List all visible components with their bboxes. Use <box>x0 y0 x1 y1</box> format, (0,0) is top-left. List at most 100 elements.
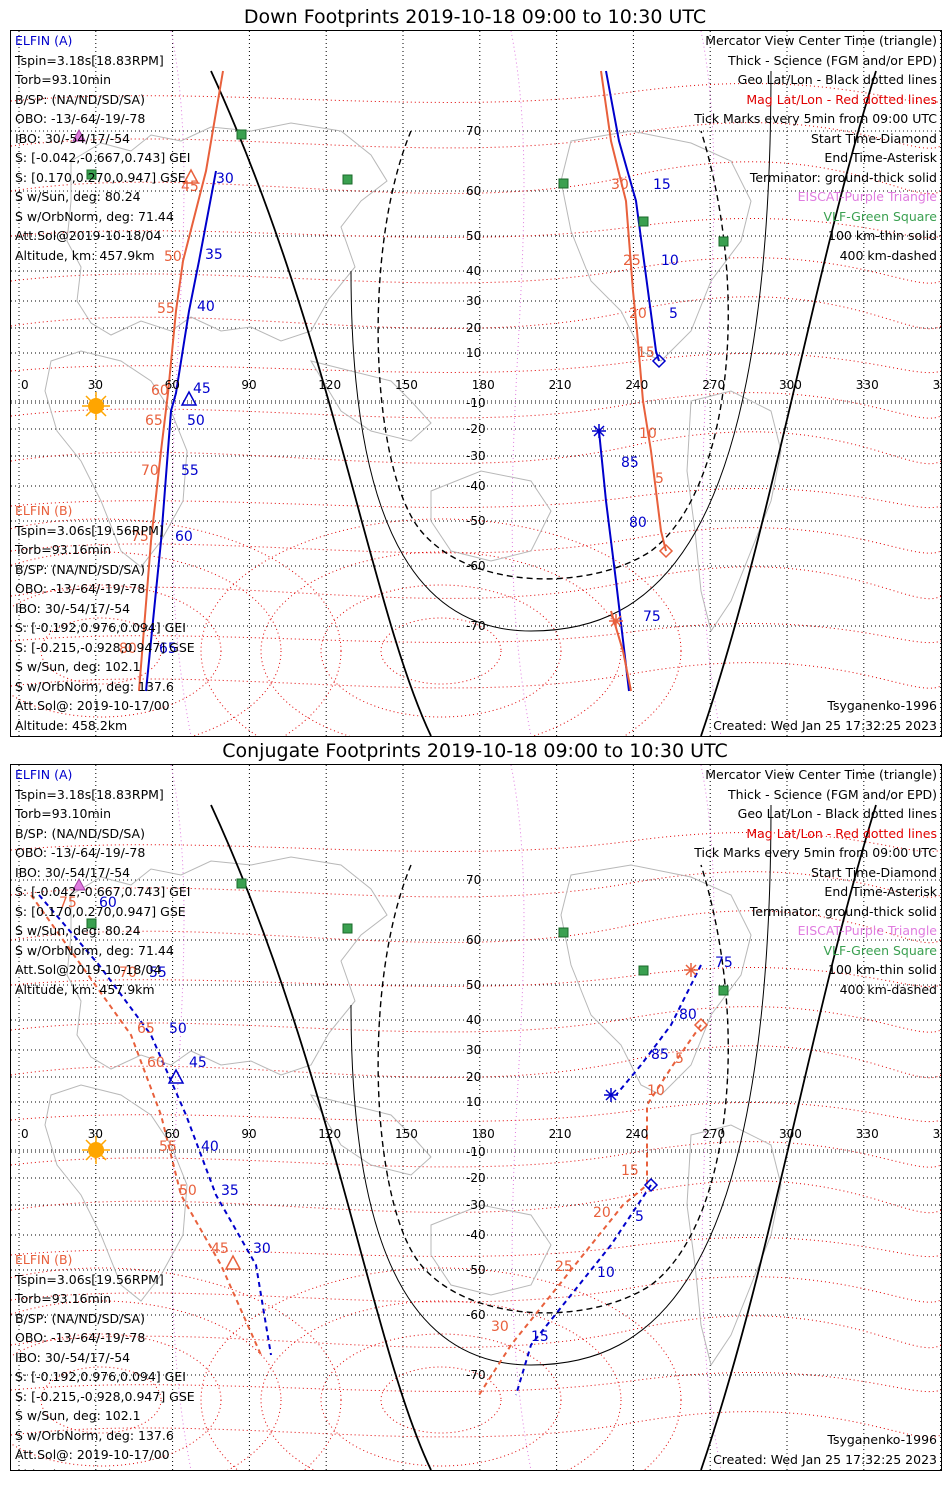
eiscat-triangle-icon <box>72 877 86 891</box>
lat-tick-label: 60 <box>466 933 481 947</box>
elfin-a-tick-label: 40 <box>201 1139 219 1155</box>
elfin-b-tick-label: 20 <box>629 306 647 322</box>
lon-tick-label: 90 <box>241 1127 256 1141</box>
satellite-tracks <box>138 70 674 692</box>
lon-tick-label: 90 <box>241 378 256 392</box>
legend-mag: Mag Lat/Lon - Red dotted lines <box>746 825 937 841</box>
legend-vlf: VLF-Green Square <box>823 942 937 958</box>
elfin-b-tick-label: 10 <box>647 1083 665 1099</box>
legend-eiscat: EISCAT-Purple Triangle <box>797 189 937 204</box>
elfin-a-tick-label: 30 <box>253 1241 271 1257</box>
panel-title: Down Footprints 2019-10-18 09:00 to 10:3… <box>243 6 707 28</box>
elfin-a-tick-label: 45 <box>189 1055 207 1071</box>
legend: Mercator View Center Time (triangle) Thi… <box>694 765 937 999</box>
elfin-b-tick-label: 45 <box>211 1241 229 1257</box>
elfin-b-param-line: Altitude: 458.2km <box>15 717 128 733</box>
elfin-b-param-line: S: [-0.215,-0.928,0.947] GSE <box>15 639 195 655</box>
elfin-b-param-line: Att.Sol@: 2019-10-17/00 <box>15 1447 170 1462</box>
lat-tick-label: -70 <box>466 1368 486 1382</box>
elfin-a-tick-label: 45 <box>193 381 211 397</box>
elfin-a-param-line: IBO: 30/-54/17/-54 <box>15 130 131 146</box>
elfin-b-param-line: Att.Sol@: 2019-10-17/00 <box>15 698 170 713</box>
elfin-b-info: ELFIN (B) Tspin=3.06s[19.56RPM] Torb=93.1… <box>15 501 195 735</box>
elfin-b-param-line: S w/OrbNorm, deg: 137.6 <box>15 678 174 694</box>
elfin-a-info: ELFIN (A) Tspin=3.18s[18.83RPM] Torb=93.1… <box>15 765 190 999</box>
geo-grid <box>11 765 941 1470</box>
lon-tick-label: 270 <box>702 1127 725 1141</box>
elfin-b-tick-label: 15 <box>637 345 655 361</box>
elfin-a-tick-label: 75 <box>715 955 733 971</box>
elfin-a-tick-label: 35 <box>221 1183 239 1199</box>
map-canvas: 0 30 60 90 120 150 180 210 240 270 300 330 360 70 60 50… <box>11 31 941 736</box>
elfin-a-track-east <box>615 964 702 1096</box>
elfin-b-track-east <box>478 1024 702 1396</box>
end-asterisk-icon <box>604 1088 618 1102</box>
elfin-b-tick-label: 10 <box>639 426 657 442</box>
elfin-a-tick-label: 55 <box>181 463 199 479</box>
elfin-a-param-line: Att.Sol@2019-10-18/04 <box>15 228 162 243</box>
lat-tick-label: 10 <box>466 346 481 360</box>
lat-tick-label: 40 <box>466 1013 481 1027</box>
end-asterisk-icon <box>684 963 698 977</box>
elfin-a-track-west <box>38 894 272 1356</box>
lat-tick-label: 50 <box>466 978 481 992</box>
footer-right: Tsyganenko-1996 Created: Wed Jan 25 17:3… <box>713 1430 937 1469</box>
legend-ticks: Tick Marks every 5min from 09:00 UTC <box>694 111 937 126</box>
elfin-b-param-line: OBO: -13/-64/-19/-78 <box>15 1330 146 1345</box>
elfin-a-info: ELFIN (A) Tspin=3.18s[18.83RPM] Torb=93.1… <box>15 31 190 265</box>
lat-tick-label: 20 <box>466 1070 481 1084</box>
elfin-b-tick-label: 60 <box>147 1055 165 1071</box>
elfin-b-tick-label: 30 <box>491 1319 509 1335</box>
elfin-b-param-line: Tspin=3.06s[19.56RPM] <box>15 522 164 538</box>
legend-100km: 100 km-thin solid <box>828 962 937 977</box>
lat-tick-label: -30 <box>466 1198 486 1212</box>
mag-grid <box>11 31 941 736</box>
legend-center-time: Mercator View Center Time (triangle) <box>705 767 937 782</box>
panel-title: Conjugate Footprints 2019-10-18 09:00 to… <box>222 740 728 762</box>
elfin-b-param-line: OBO: -13/-64/-19/-78 <box>15 581 146 596</box>
elfin-b-tick-label: 70 <box>119 965 137 981</box>
axis-labels: 0 30 60 90 120 150 180 210 240 270 300 330 360 70 60 50… <box>21 873 941 1382</box>
vlf-square-icon <box>718 985 729 996</box>
lon-tick-label: 150 <box>395 378 418 392</box>
vlf-stations <box>72 128 729 247</box>
elfin-a-param-line: Altitude, km: 457.9km <box>15 981 155 997</box>
elfin-a-track-south <box>515 1184 652 1396</box>
elfin-b-tick-label: 45 <box>181 179 199 195</box>
elfin-a-tick-label: 65 <box>159 641 177 657</box>
elfin-a-param-line: Tspin=3.18s[18.83RPM] <box>15 786 164 802</box>
lat-tick-label: -10 <box>466 1145 486 1159</box>
elfin-b-tick-label: 55 <box>157 301 175 317</box>
elfin-b-param-line: Tspin=3.06s[19.56RPM] <box>15 1271 164 1287</box>
elfin-b-track-east <box>600 70 667 552</box>
sun-icon <box>82 1136 110 1164</box>
elfin-b-param-line: S w/OrbNorm, deg: 137.6 <box>15 1427 174 1443</box>
lon-tick-label: 120 <box>318 1127 341 1141</box>
elfin-b-tick-label: 70 <box>141 463 159 479</box>
lat-tick-label: 30 <box>466 1043 481 1057</box>
elfin-a-tick-label: 80 <box>629 515 647 531</box>
elfin-a-params: Tspin=3.18s[18.83RPM] Torb=93.10min B/SP: … <box>15 785 190 1000</box>
footer-right: Tsyganenko-1996 Created: Wed Jan 25 17:3… <box>713 696 937 735</box>
continent-outlines <box>44 856 782 1367</box>
lat-tick-label: 40 <box>466 264 481 278</box>
lat-tick-label: 60 <box>466 184 481 198</box>
vlf-square-icon <box>86 169 97 180</box>
elfin-a-tick-label: 60 <box>175 529 193 545</box>
elfin-a-tick-label: 35 <box>205 247 223 263</box>
tick-labels: 6055504540353075808551015757065605550455… <box>59 895 733 1345</box>
elfin-a-track-west <box>145 170 217 692</box>
map-canvas: 0 30 60 90 120 150 180 210 240 270 300 330 360 70 60 50… <box>11 765 941 1470</box>
lon-tick-label: 360 <box>933 1127 941 1141</box>
lat-tick-label: 30 <box>466 294 481 308</box>
vlf-square-icon <box>558 927 569 938</box>
lat-tick-label: 50 <box>466 229 481 243</box>
legend-mag: Mag Lat/Lon - Red dotted lines <box>746 91 937 107</box>
lon-tick-label: 30 <box>88 1127 103 1141</box>
elfin-b-tick-label: 5 <box>655 471 664 487</box>
elfin-b-param-line: S: [-0.192,0.976,0.094] GEI <box>15 1369 186 1384</box>
lon-tick-label: 330 <box>856 378 879 392</box>
created-timestamp: Created: Wed Jan 25 17:32:25 2023 <box>713 717 937 733</box>
vlf-square-icon <box>718 236 729 247</box>
elfin-b-tick-label: 60 <box>151 383 169 399</box>
